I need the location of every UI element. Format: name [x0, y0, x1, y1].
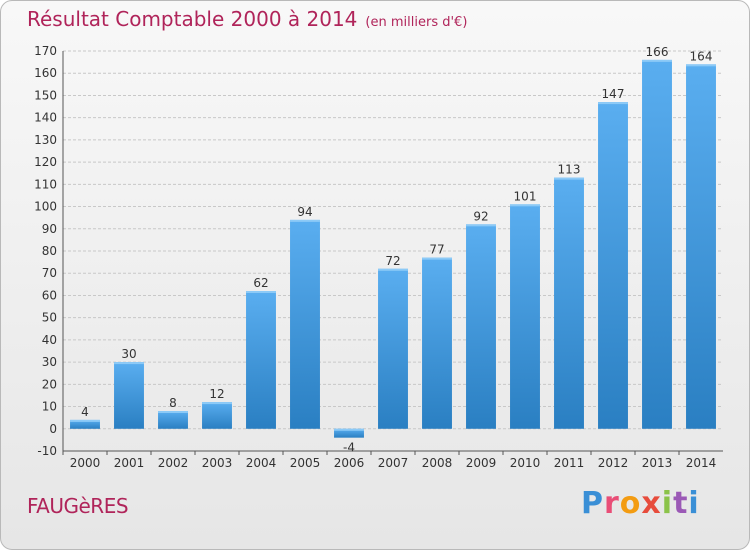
bar	[510, 204, 540, 429]
bar-top-highlight	[686, 64, 716, 67]
bar-top-highlight	[422, 257, 452, 260]
bar	[686, 64, 716, 429]
y-tick-label: 150	[34, 88, 57, 102]
chart-title-text: Résultat Comptable 2000 à 2014	[27, 7, 358, 31]
proxiti-logo: Proxiti	[581, 486, 700, 521]
logo-letter: x	[641, 486, 662, 521]
logo-letter: P	[581, 486, 604, 521]
data-label: 12	[209, 387, 224, 401]
x-tick-label: 2005	[290, 456, 321, 470]
y-tick-label: 160	[34, 66, 57, 80]
data-label: 164	[690, 49, 713, 63]
bar-top-highlight	[246, 291, 276, 293]
bar-top-highlight	[466, 224, 496, 227]
x-tick-label: 2003	[202, 456, 233, 470]
data-label: -4	[343, 441, 355, 455]
data-label: 166	[646, 45, 669, 59]
x-tick-label: 2007	[378, 456, 409, 470]
x-tick-label: 2013	[642, 456, 673, 470]
y-tick-label: 60	[42, 288, 57, 302]
logo-letter: o	[619, 486, 642, 521]
bar	[158, 411, 188, 429]
y-tick-label: 90	[42, 222, 57, 236]
logo-letter: i	[661, 486, 674, 521]
commune-name: FAUGèRES	[27, 494, 129, 518]
bar	[598, 102, 628, 429]
y-tick-label: 140	[34, 111, 57, 125]
bar	[422, 257, 452, 429]
y-tick-label: 30	[42, 355, 57, 369]
data-label: 94	[297, 205, 312, 219]
bar-top-highlight	[70, 419, 100, 422]
y-tick-label: 100	[34, 200, 57, 214]
bar	[202, 402, 232, 429]
x-tick-label: 2000	[70, 456, 101, 470]
bar-top-highlight	[158, 411, 188, 413]
data-label: 92	[473, 209, 488, 223]
bar	[642, 59, 672, 429]
bar-top-highlight	[378, 268, 408, 271]
y-tick-label: 80	[42, 244, 57, 258]
bar-top-highlight	[510, 204, 540, 207]
y-tick-label: 130	[34, 133, 57, 147]
y-tick-label: 70	[42, 266, 57, 280]
bar-top-highlight	[202, 402, 232, 405]
data-label: 62	[253, 276, 268, 290]
x-tick-label: 2002	[158, 456, 189, 470]
data-label: 8	[169, 396, 177, 410]
x-tick-label: 2012	[598, 456, 629, 470]
y-tick-label: 50	[42, 311, 57, 325]
bar	[114, 362, 144, 429]
x-tick-label: 2009	[466, 456, 497, 470]
bar	[554, 177, 584, 429]
data-label: 72	[385, 254, 400, 268]
x-tick-label: 2014	[686, 456, 717, 470]
bar-top-highlight	[642, 59, 672, 62]
logo-letter: t	[673, 486, 689, 521]
bar-top-highlight	[114, 362, 144, 365]
logo-letter: r	[604, 486, 620, 521]
y-tick-label: 120	[34, 155, 57, 169]
y-tick-label: 40	[42, 333, 57, 347]
x-tick-label: 2008	[422, 456, 453, 470]
y-tick-label: 10	[42, 400, 57, 414]
bar	[378, 268, 408, 429]
x-tick-label: 2010	[510, 456, 541, 470]
x-tick-label: 2004	[246, 456, 277, 470]
data-label: 30	[121, 347, 136, 361]
bar-top-highlight	[554, 177, 584, 180]
y-tick-label: 20	[42, 377, 57, 391]
bar-top-highlight	[290, 219, 320, 222]
bar	[466, 224, 496, 429]
data-label: 147	[602, 87, 625, 101]
bar	[334, 428, 364, 438]
y-tick-label: -10	[37, 444, 57, 458]
x-tick-label: 2011	[554, 456, 585, 470]
y-tick-label: 170	[34, 44, 57, 58]
bar-top-highlight	[598, 102, 628, 105]
chart-subtitle: (en milliers d'€)	[365, 15, 468, 30]
data-label: 4	[81, 405, 89, 419]
bar-top-highlight	[334, 428, 364, 431]
x-tick-label: 2006	[334, 456, 365, 470]
x-axis: 2000 2001 2002 2003 2004 2005 2006 2007 2008 2009…	[62, 451, 717, 470]
data-label: 77	[429, 243, 444, 257]
x-tick-label: 2001	[114, 456, 145, 470]
y-axis: -10 0 10 20 30 40 50 60 70 80 90 100 110 120 130 140 150…	[34, 44, 723, 458]
bar	[70, 419, 100, 429]
bars: 4 30 8 12 62 94 -4 72 77 92 101 113 147 166 164	[70, 45, 716, 455]
data-label: 101	[514, 189, 537, 203]
chart-title: Résultat Comptable 2000 à 2014 (en millie…	[27, 7, 467, 31]
logo-letter: i	[688, 486, 700, 521]
data-label: 113	[558, 163, 581, 177]
bar	[290, 219, 320, 429]
y-tick-label: 110	[34, 177, 57, 191]
y-tick-label: 0	[49, 422, 57, 436]
bar	[246, 291, 276, 429]
